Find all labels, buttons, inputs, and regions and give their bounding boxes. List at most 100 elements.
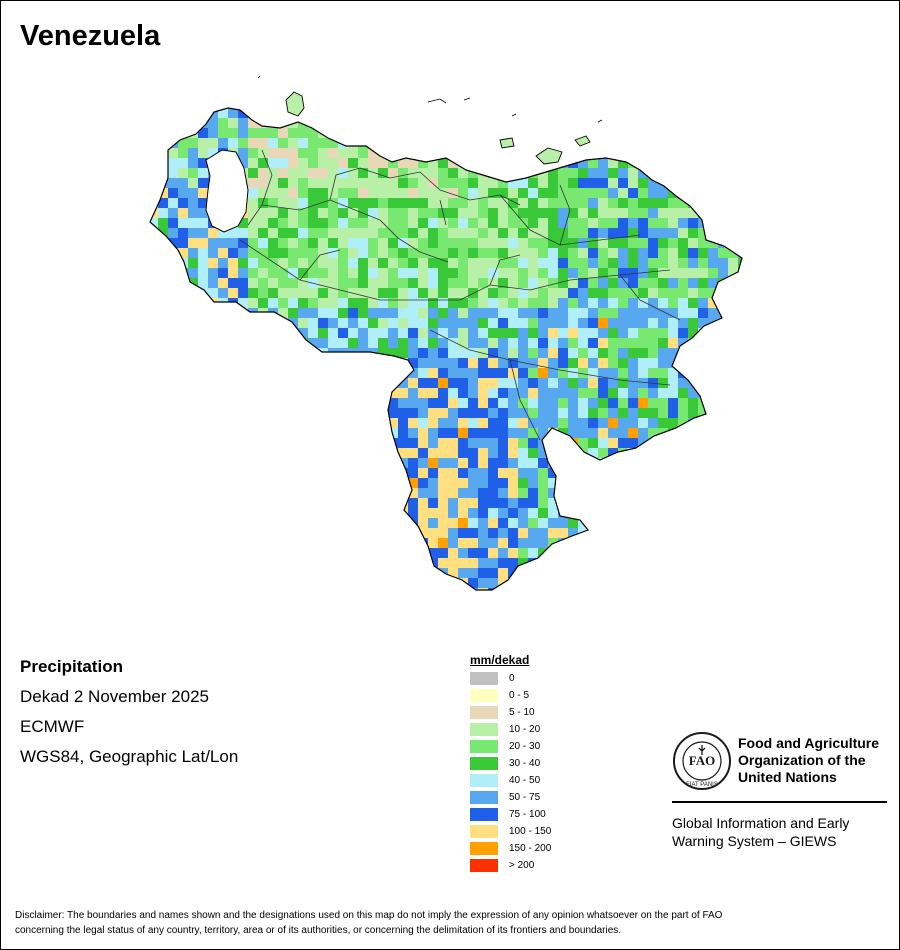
grid-cell	[538, 518, 548, 528]
grid-cell	[598, 468, 608, 478]
grid-cell	[518, 128, 528, 138]
grid-cell	[688, 448, 698, 458]
grid-cell	[398, 398, 408, 408]
grid-cell	[228, 398, 238, 408]
grid-cell	[558, 288, 568, 298]
grid-cell	[408, 208, 418, 218]
grid-cell	[518, 478, 528, 488]
grid-cell	[718, 378, 728, 388]
grid-cell	[218, 108, 228, 118]
grid-cell	[658, 418, 668, 428]
grid-cell	[178, 128, 188, 138]
grid-cell	[328, 338, 338, 348]
grid-cell	[298, 178, 308, 188]
grid-cell	[658, 578, 668, 588]
grid-cell	[528, 128, 538, 138]
grid-cell	[348, 498, 358, 508]
grid-cell	[728, 108, 738, 118]
grid-cell	[288, 138, 298, 148]
grid-cell	[588, 458, 598, 468]
grid-cell	[548, 218, 558, 228]
grid-cell	[188, 118, 198, 128]
grid-cell	[188, 268, 198, 278]
grid-cell	[178, 558, 188, 568]
grid-cell	[688, 258, 698, 268]
grid-cell	[418, 148, 428, 158]
grid-cell	[168, 108, 178, 118]
grid-cell	[468, 258, 478, 268]
grid-cell	[218, 458, 228, 468]
grid-cell	[368, 398, 378, 408]
grid-cell	[268, 128, 278, 138]
grid-cell	[538, 398, 548, 408]
grid-cell	[638, 488, 648, 498]
grid-cell	[298, 548, 308, 558]
grid-cell	[328, 278, 338, 288]
grid-cell	[588, 498, 598, 508]
grid-cell	[698, 378, 708, 388]
grid-cell	[158, 508, 168, 518]
grid-cell	[648, 428, 658, 438]
grid-cell	[288, 248, 298, 258]
grid-cell	[228, 548, 238, 558]
grid-cell	[378, 388, 388, 398]
grid-cell	[308, 88, 318, 98]
grid-cell	[728, 428, 738, 438]
grid-cell	[208, 408, 218, 418]
grid-cell	[428, 488, 438, 498]
grid-cell	[388, 318, 398, 328]
grid-cell	[268, 548, 278, 558]
grid-cell	[528, 578, 538, 588]
grid-cell	[528, 88, 538, 98]
grid-cell	[638, 118, 648, 128]
grid-cell	[428, 428, 438, 438]
grid-cell	[208, 558, 218, 568]
grid-cell	[398, 428, 408, 438]
grid-cell	[268, 538, 278, 548]
grid-cell	[578, 498, 588, 508]
grid-cell	[708, 508, 718, 518]
grid-cell	[738, 448, 742, 458]
grid-cell	[158, 298, 168, 308]
grid-cell	[658, 198, 668, 208]
grid-cell	[498, 308, 508, 318]
grid-cell	[698, 508, 708, 518]
grid-cell	[148, 598, 158, 608]
grid-cell	[308, 328, 318, 338]
grid-cell	[438, 448, 448, 458]
grid-cell	[288, 218, 298, 228]
grid-cell	[478, 108, 488, 118]
grid-cell	[558, 588, 568, 590]
grid-cell	[458, 138, 468, 148]
grid-cell	[488, 418, 498, 428]
grid-cell	[608, 298, 618, 308]
grid-cell	[498, 338, 508, 348]
grid-cell	[528, 338, 538, 348]
grid-cell	[198, 348, 208, 358]
grid-cell	[278, 368, 288, 378]
grid-cell	[298, 308, 308, 318]
grid-cell	[678, 458, 688, 468]
grid-cell	[408, 218, 418, 228]
grid-cell	[298, 478, 308, 488]
grid-cell	[588, 448, 598, 458]
grid-cell	[528, 238, 538, 248]
grid-cell	[598, 258, 608, 268]
grid-cell	[598, 368, 608, 378]
grid-cell	[348, 388, 358, 398]
grid-cell	[488, 178, 498, 188]
grid-cell	[448, 328, 458, 338]
grid-cell	[258, 378, 268, 388]
grid-cell	[318, 558, 328, 568]
grid-cell	[688, 198, 698, 208]
grid-cell	[468, 478, 478, 488]
grid-cell	[448, 448, 458, 458]
grid-cell	[158, 318, 168, 328]
grid-cell	[568, 548, 578, 558]
grid-cell	[198, 198, 208, 208]
grid-cell	[698, 458, 708, 468]
grid-cell	[588, 88, 598, 98]
grid-cell	[298, 378, 308, 388]
grid-cell	[728, 138, 738, 148]
grid-cell	[728, 458, 738, 468]
